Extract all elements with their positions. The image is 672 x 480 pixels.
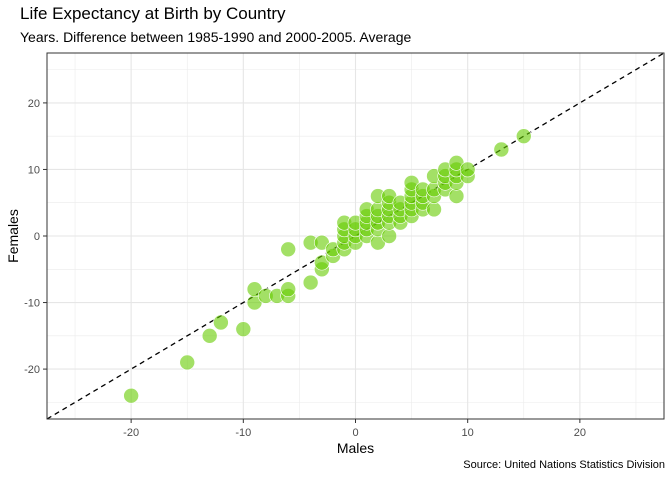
data-point: [201, 328, 218, 344]
data-point: [381, 228, 397, 244]
y-tick-label: 0: [34, 231, 40, 243]
x-tick-label: 20: [574, 427, 586, 439]
data-point: [235, 321, 252, 337]
x-tick-label: -20: [123, 427, 139, 439]
data-point: [280, 241, 296, 258]
data-point: [213, 314, 229, 331]
data-point: [459, 161, 476, 178]
data-point: [426, 201, 442, 218]
y-tick-label: -10: [24, 298, 40, 310]
y-axis-ticks: -20 -10 0 10 20: [24, 98, 47, 376]
x-tick-label: 0: [352, 427, 358, 439]
data-point: [123, 387, 139, 404]
chart-subtitle: Years. Difference between 1985-1990 and …: [20, 29, 412, 45]
x-tick-label: -10: [235, 427, 251, 439]
chart-caption: Source: United Nations Statistics Divisi…: [463, 459, 665, 471]
reference-line-y-equals-x: [46, 52, 665, 420]
x-axis-title: Males: [337, 440, 374, 456]
x-axis-ticks: -20 -10 0 10 20: [123, 419, 586, 439]
data-point: [179, 354, 196, 371]
y-tick-label: -20: [24, 364, 40, 376]
chart-title: Life Expectancy at Birth by Country: [20, 4, 286, 23]
data-point: [515, 128, 532, 144]
y-axis-title: Females: [5, 209, 21, 263]
data-points: [123, 128, 532, 404]
x-tick-label: 10: [462, 427, 474, 439]
data-point: [302, 274, 319, 291]
y-tick-label: 10: [28, 164, 40, 176]
data-point: [280, 281, 296, 298]
data-point: [493, 141, 510, 158]
data-point: [448, 188, 465, 204]
y-tick-label: 20: [28, 98, 40, 110]
major-gridlines: [47, 53, 664, 419]
